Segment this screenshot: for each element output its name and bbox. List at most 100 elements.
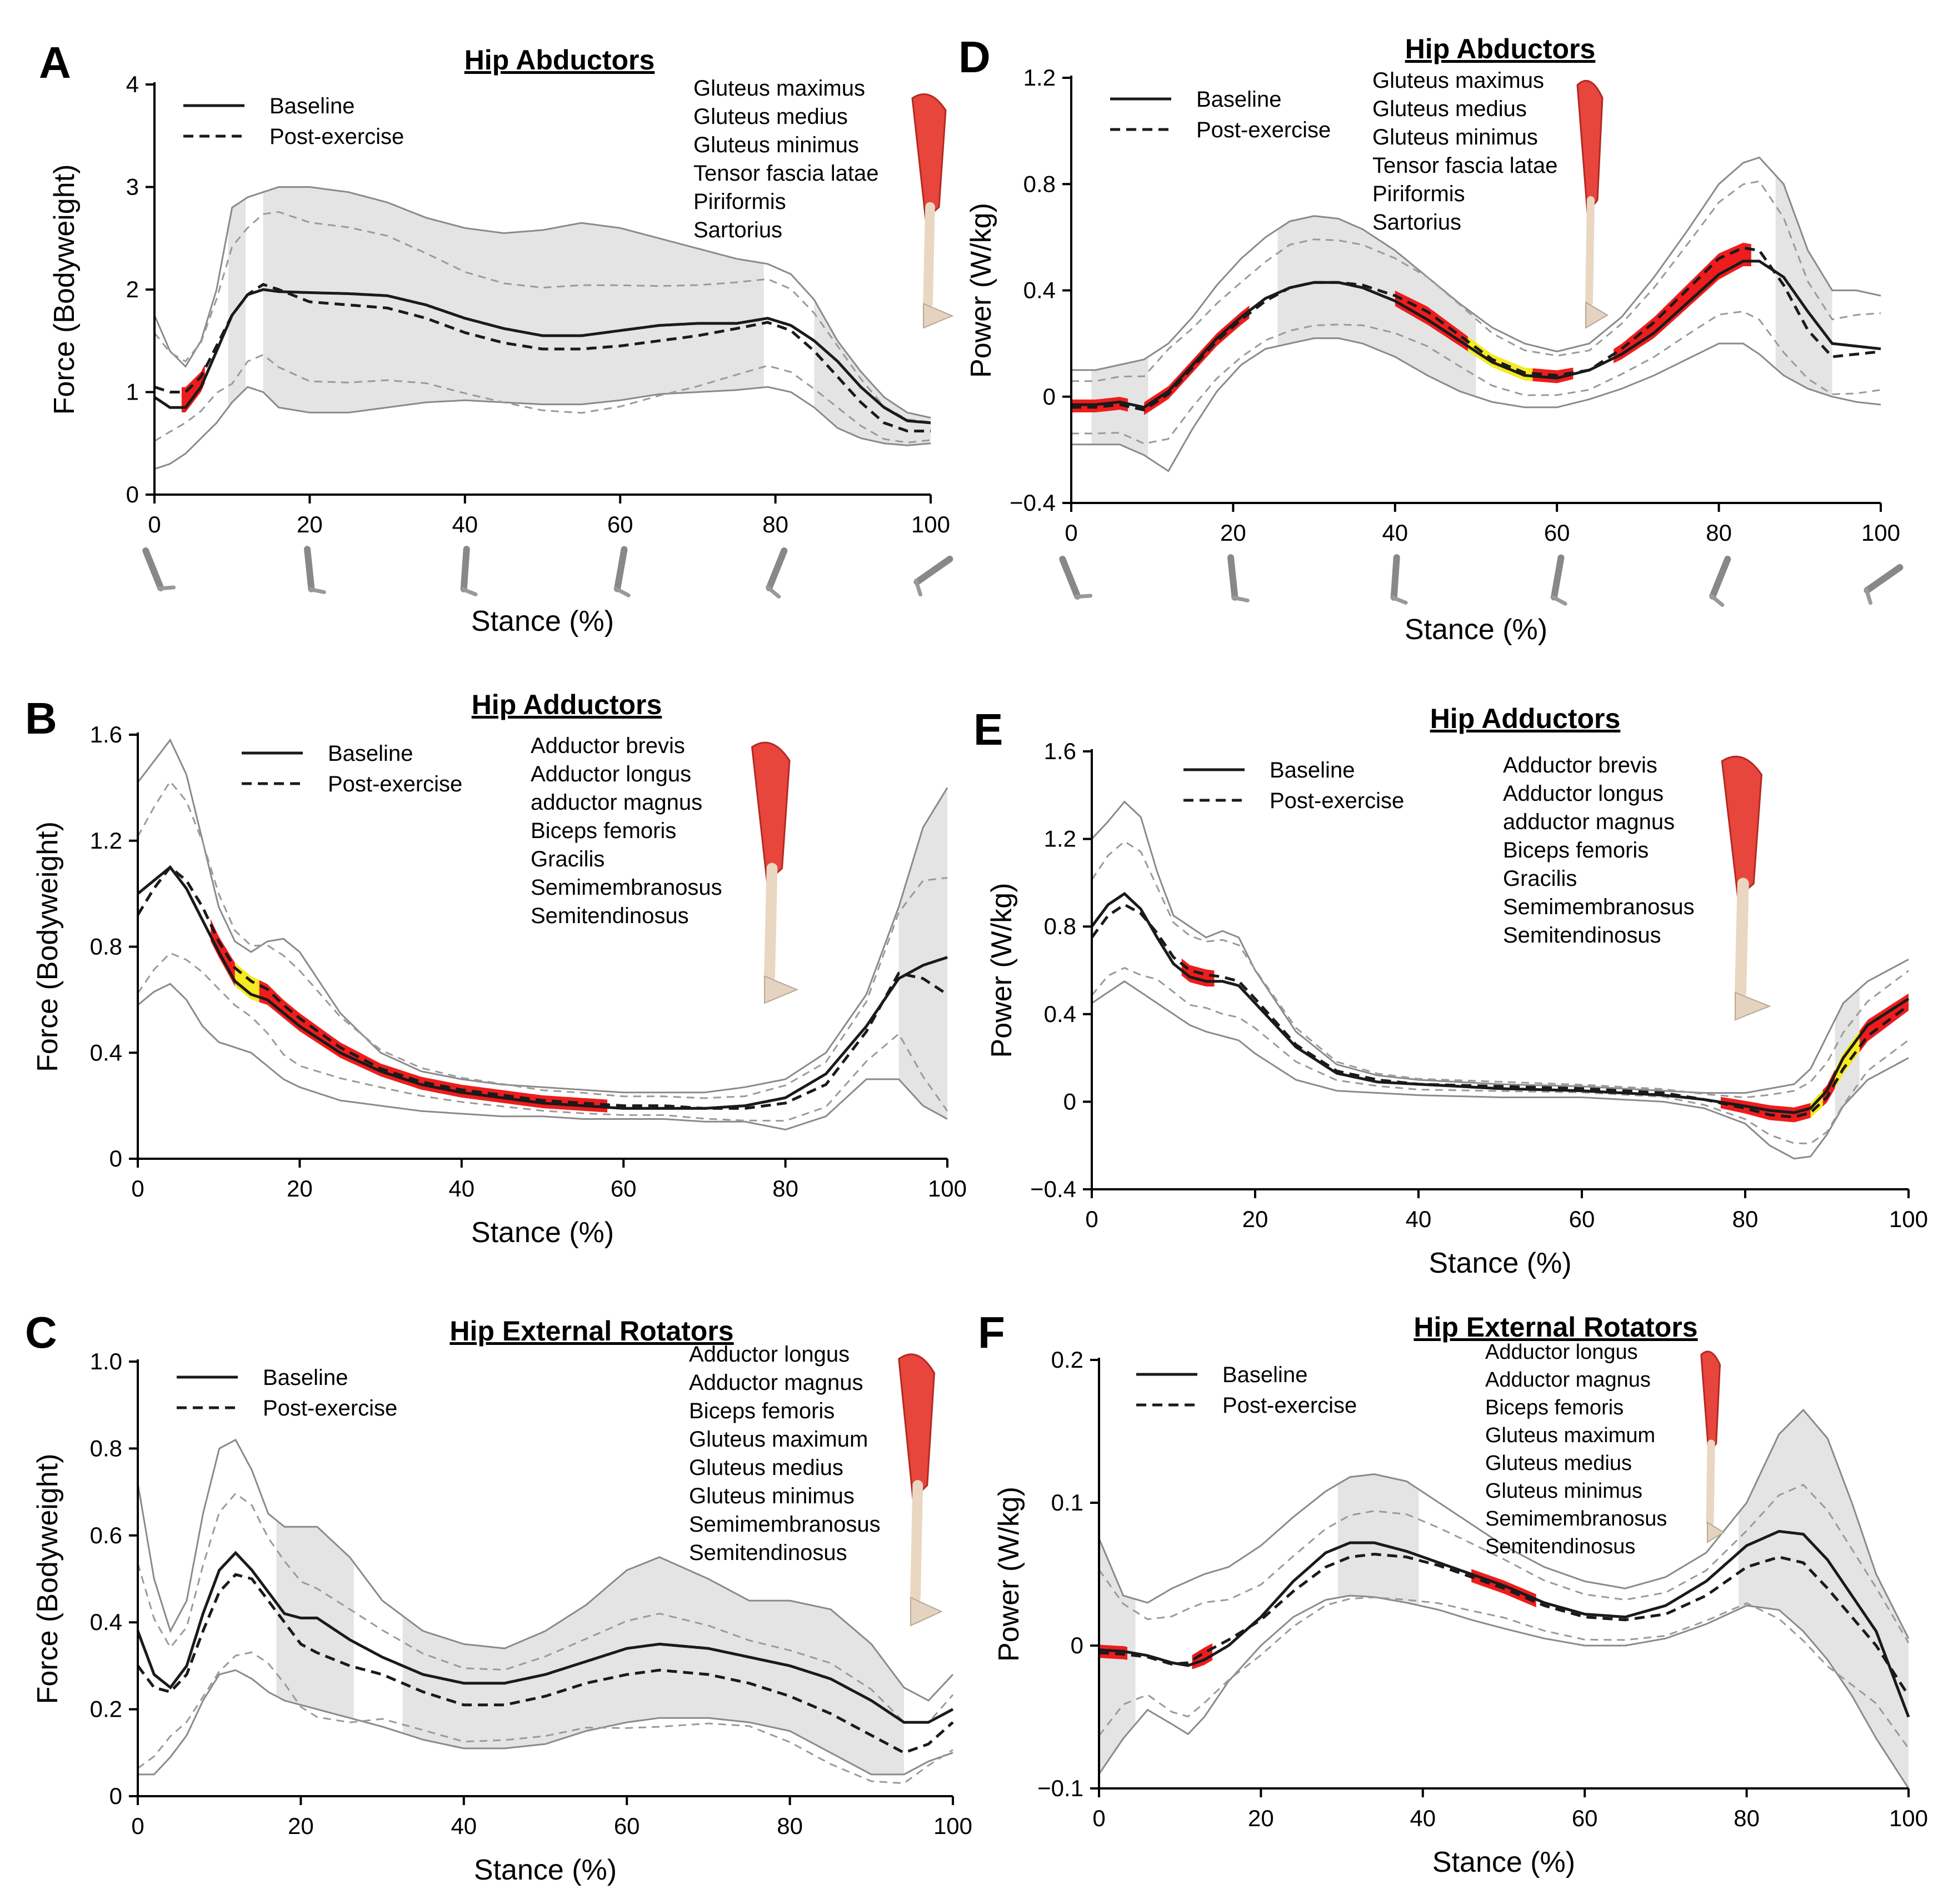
x-tick-label: 40	[1410, 1805, 1436, 1831]
stance-foot-icon-shank	[1390, 554, 1400, 601]
baseline-line	[136, 1551, 954, 1724]
muscle-name: Semimembranosus	[1503, 895, 1695, 919]
y-tick-label: 0	[109, 1783, 122, 1809]
x-tick-label: 40	[451, 1813, 477, 1839]
x-tick-label: 80	[772, 1175, 798, 1202]
stance-foot-icon-foot	[766, 585, 781, 599]
x-axis-label: Stance (%)	[1432, 1846, 1575, 1878]
y-tick-label: 0.2	[1051, 1347, 1083, 1373]
baseline-sd-lower	[137, 983, 948, 1131]
panel-e-muscle-list: Adductor brevis Adductor longus adductor m…	[1503, 753, 1695, 948]
legend-post-label: Post-exercise	[1222, 1393, 1357, 1418]
muscle-name: Adductor longus	[531, 762, 691, 786]
muscle-name: Tensor fascia latae	[693, 161, 879, 186]
stance-foot-icon-foot	[914, 579, 922, 597]
significance-shade-0	[276, 1520, 354, 1719]
baseline-sd-upper	[1071, 156, 1881, 371]
y-axis-label: Force (Bodyweight)	[32, 821, 64, 1072]
legend-baseline-label: Baseline	[1222, 1363, 1307, 1387]
muscle-name: Adductor magnus	[1485, 1368, 1651, 1392]
stance-foot-icon	[766, 547, 788, 599]
legend-baseline-label: Baseline	[263, 1365, 348, 1390]
x-tick-label: 0	[1065, 520, 1077, 546]
panel-d-title: Hip Abductors	[1405, 33, 1596, 64]
x-tick-label: 0	[131, 1175, 144, 1202]
panel-e-plot: −0.4 0 0.4 0.8 1.2 1.6 0 20 40 60 80 100 Stance (%) P…	[986, 738, 1928, 1279]
x-tick-label: 80	[762, 511, 788, 537]
muscle-name: adductor magnus	[531, 790, 702, 815]
y-tick-label: 0.4	[1023, 277, 1056, 303]
significance-shade-0	[898, 787, 947, 1119]
legend-baseline-label: Baseline	[1196, 87, 1281, 112]
panel-letter-e: E	[973, 705, 1003, 754]
stance-foot-icon	[1709, 556, 1731, 607]
shin-bone	[764, 863, 778, 982]
x-tick-label: 60	[1544, 520, 1570, 546]
stance-foot-icon-shank	[1864, 564, 1904, 594]
y-tick-label: 2	[126, 276, 139, 302]
x-tick-label: 60	[1569, 1206, 1595, 1232]
x-tick-label: 40	[448, 1175, 474, 1202]
panel-a-muscle-list: Gluteus maximus Gluteus medius Gluteus min…	[693, 76, 879, 242]
stance-foot-icon-shank	[1227, 554, 1238, 601]
muscle-name: Biceps femoris	[1485, 1396, 1624, 1419]
muscle-name: Semitendinosus	[689, 1541, 847, 1565]
panel-c-title: Hip External Rotators	[449, 1315, 733, 1347]
panel-letter-d: D	[958, 32, 991, 82]
x-tick-label: 80	[1732, 1206, 1759, 1232]
muscle-name: Semimembranosus	[1485, 1507, 1667, 1531]
y-tick-label: 0	[1043, 383, 1056, 410]
panel-letter-c: C	[25, 1308, 57, 1357]
muscle-name: Gluteus minimus	[689, 1484, 855, 1508]
stance-foot-icon	[1550, 554, 1567, 606]
baseline-line	[153, 288, 931, 425]
foot-bones	[1735, 991, 1771, 1021]
x-tick-label: 40	[452, 511, 478, 537]
difference-region-red-0	[1099, 1644, 1127, 1660]
stance-foot-icon-foot	[613, 586, 631, 597]
stance-foot-icon-shank	[304, 546, 315, 592]
y-tick-label: 0.6	[90, 1522, 122, 1548]
legend-post-label: Post-exercise	[328, 772, 462, 796]
muscle-name: Semimembranosus	[689, 1512, 881, 1537]
muscle-name: Adductor longus	[689, 1342, 850, 1367]
muscle-name: Biceps femoris	[531, 819, 676, 843]
panel-d-muscle-list: Gluteus maximus Gluteus medius Gluteus min…	[1372, 68, 1558, 235]
post-sd-lower	[1071, 310, 1881, 445]
muscle-name: Biceps femoris	[1503, 838, 1649, 863]
post-sd-upper	[1071, 180, 1881, 382]
post-exercise-line	[137, 1573, 954, 1755]
muscle-name: Semitendinosus	[1503, 923, 1661, 948]
panel-b-muscle-list: Adductor brevis Adductor longus adductor m…	[531, 734, 722, 928]
x-tick-label: 100	[1889, 1805, 1928, 1831]
significance-shade-2	[1739, 1409, 1909, 1788]
baseline-sd-upper	[153, 186, 931, 419]
panel-b: B Hip Adductors 0 0.4 0.8 1.2 1.6 0 20 40 60 80 10…	[25, 689, 967, 1249]
shin-bone	[1735, 878, 1749, 999]
stance-foot-icon	[613, 546, 631, 597]
post-exercise-line	[1071, 246, 1881, 412]
y-tick-label: 1	[126, 379, 139, 405]
x-tick-label: 100	[928, 1175, 967, 1202]
panel-e: E Hip Adductors −0.4 0 0.4 0.8 1.2 1.6 0 20 40 60…	[973, 703, 1928, 1279]
y-tick-label: 1.6	[1044, 738, 1076, 764]
stance-foot-icon-foot	[1709, 594, 1725, 607]
y-tick-label: 3	[126, 174, 139, 200]
stance-foot-icon	[913, 555, 953, 597]
muscle-illustration	[911, 93, 954, 329]
muscle-illustration	[1700, 1350, 1725, 1543]
x-axis-label: Stance (%)	[1405, 614, 1547, 646]
significance-shade-1	[1337, 1474, 1419, 1606]
y-tick-label: 0.4	[90, 1609, 122, 1635]
stance-foot-icon	[1390, 554, 1408, 605]
muscle-name: Adductor longus	[1503, 781, 1664, 806]
x-tick-label: 60	[607, 511, 633, 537]
muscle-name: Piriformis	[1372, 182, 1465, 206]
muscle-name: Gluteus medius	[689, 1456, 843, 1480]
stance-foot-icon-shank	[1550, 554, 1565, 601]
stance-foot-icon-foot	[157, 585, 176, 591]
y-tick-label: 0.8	[90, 1435, 122, 1461]
stance-foot-icon	[460, 546, 478, 596]
x-tick-label: 60	[614, 1813, 640, 1839]
